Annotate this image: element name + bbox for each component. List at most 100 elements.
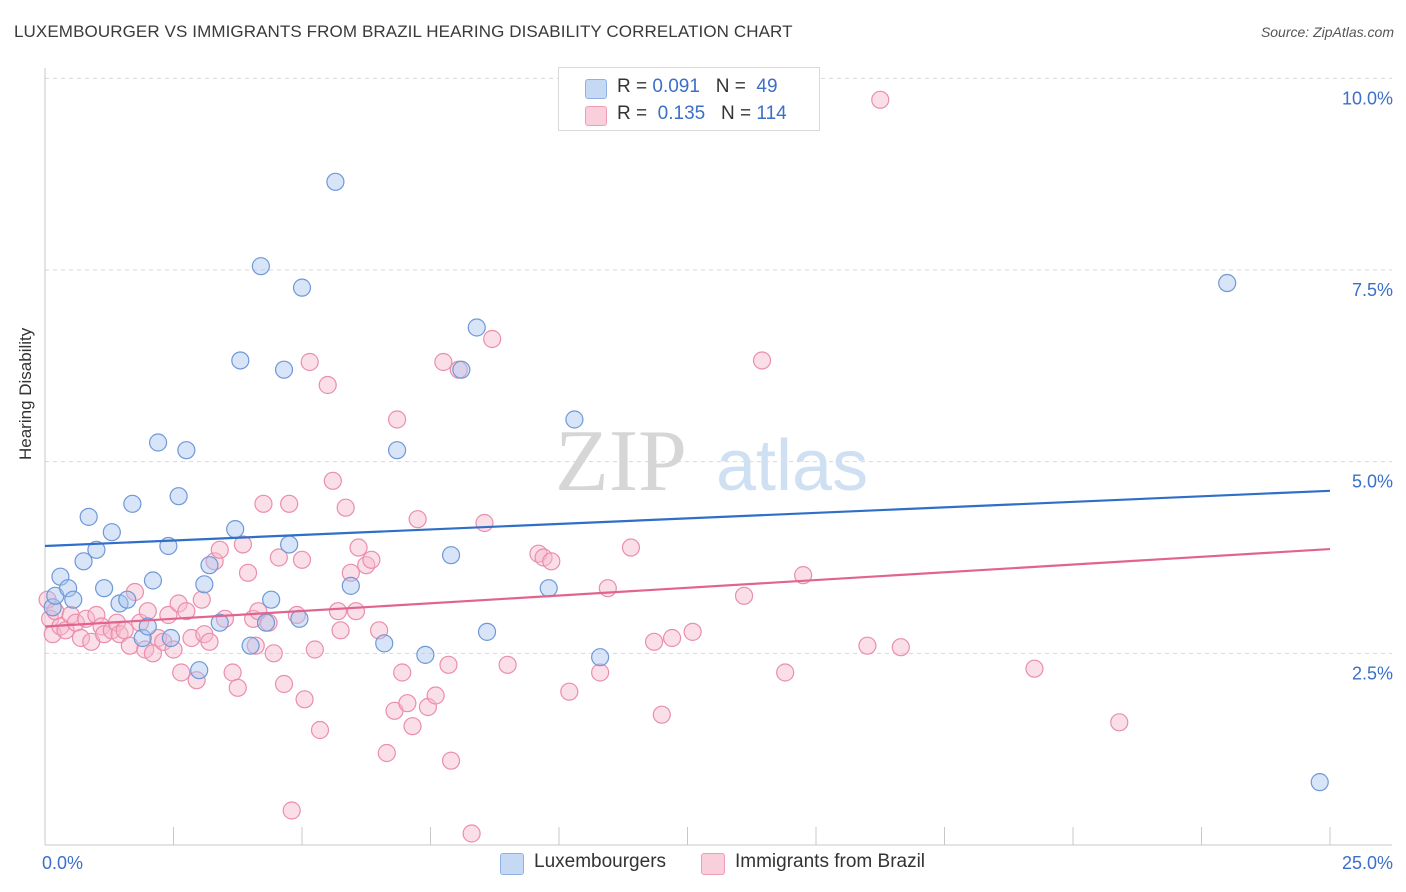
luxembourger-point xyxy=(210,613,229,632)
luxembourger-point xyxy=(341,576,360,595)
luxembourger-point xyxy=(467,318,486,337)
tick-labels: 2.5% 5.0% 7.5% 10.0% 0.0% 25.0% xyxy=(42,88,1393,873)
luxembourger-point xyxy=(387,441,407,460)
luxembourger-point xyxy=(177,441,196,460)
legend-n-label: N = xyxy=(715,76,752,97)
brazil-point xyxy=(172,663,191,682)
bottom-legend-label: Luxembourgers xyxy=(534,851,667,872)
legend-r-value: 0.091 xyxy=(652,76,700,97)
brazil-point xyxy=(246,636,265,655)
legend-r-label: R = xyxy=(617,103,653,124)
legend-n-label: N = xyxy=(721,103,757,124)
brazil-point xyxy=(164,640,183,659)
brazil-point xyxy=(393,663,412,682)
legend-swatch-brazil xyxy=(585,106,607,126)
luxembourger-point xyxy=(59,579,78,598)
y-tick-label: 10.0% xyxy=(1342,88,1393,108)
brazil-point xyxy=(591,663,610,682)
luxembourger-point xyxy=(565,410,584,429)
brazil-point xyxy=(328,602,348,621)
brazil-point xyxy=(264,644,283,663)
luxembourger-point xyxy=(95,579,114,598)
luxembourger-point xyxy=(375,634,394,653)
brazil-point xyxy=(200,632,219,651)
brazil-point xyxy=(305,640,324,659)
brazil-point xyxy=(644,632,664,651)
brazil-point xyxy=(483,329,502,349)
luxembourger-point xyxy=(143,571,163,590)
brazil-point xyxy=(377,743,396,763)
luxembourger-point xyxy=(87,540,106,559)
y-axis-label: Hearing Disability xyxy=(16,327,35,460)
y-tick-label: 2.5% xyxy=(1352,663,1393,683)
luxembourger-point xyxy=(280,535,299,554)
legend-r-label: R = xyxy=(617,76,653,97)
series-luxembourger-points xyxy=(43,172,1329,792)
legend-swatch-luxembourgers xyxy=(585,79,607,99)
luxembourger-point xyxy=(292,278,312,297)
brazil-point xyxy=(292,550,312,569)
brazil-point xyxy=(498,655,517,674)
brazil-point xyxy=(776,663,795,682)
brazil-point xyxy=(341,563,360,582)
brazil-point xyxy=(233,535,252,554)
legend-n-value: 114 xyxy=(756,103,787,124)
brazil-trend-line xyxy=(44,547,1331,628)
brazil-point xyxy=(871,90,890,109)
brazil-point xyxy=(598,579,617,598)
brazil-point xyxy=(387,410,407,429)
brazil-point xyxy=(192,590,211,609)
luxembourger-point xyxy=(123,494,142,513)
luxembourger-trend-line xyxy=(44,489,1331,548)
brazil-point xyxy=(439,655,458,674)
brazil-point xyxy=(138,602,157,621)
luxembourger-point xyxy=(138,617,157,636)
brazil-point xyxy=(891,638,910,657)
luxembourger-point xyxy=(102,523,121,542)
y-tick-label: 5.0% xyxy=(1352,472,1393,492)
luxembourger-point xyxy=(169,487,188,506)
legend-r-value: 0.135 xyxy=(657,103,706,124)
brazil-point xyxy=(408,510,427,529)
luxembourger-point xyxy=(251,257,270,276)
brazil-point xyxy=(115,621,134,640)
brazil-point xyxy=(274,674,294,694)
bottom-legend-swatch-brazil xyxy=(701,853,725,875)
brazil-point xyxy=(858,636,877,655)
luxembourger-point xyxy=(274,360,294,379)
legend: R = 0.091 N = 49 R = 0.135 N = 114 xyxy=(558,67,820,131)
brazil-point xyxy=(426,686,445,705)
legend-n-value: 49 xyxy=(756,76,778,97)
brazil-point xyxy=(398,694,417,713)
brazil-point xyxy=(434,352,453,372)
y-tick-label: 7.5% xyxy=(1352,280,1393,300)
luxembourger-point xyxy=(64,590,83,609)
luxembourger-point xyxy=(241,636,260,655)
brazil-point xyxy=(71,628,91,648)
brazil-point xyxy=(1110,713,1129,732)
brazil-point xyxy=(336,498,355,517)
brazil-point xyxy=(310,720,330,740)
luxembourger-point xyxy=(1218,273,1237,293)
luxembourger-point xyxy=(539,579,558,598)
brazil-point xyxy=(300,352,319,372)
brazil-point xyxy=(462,824,481,843)
brazil-point xyxy=(346,602,366,621)
brazil-point xyxy=(169,594,188,613)
luxembourger-point xyxy=(1310,773,1329,792)
luxembourger-point xyxy=(190,661,209,680)
luxembourger-point xyxy=(231,351,250,370)
brazil-point xyxy=(318,375,337,395)
luxembourger-point xyxy=(133,628,152,648)
bottom-legend-swatch-luxembourgers xyxy=(500,853,524,875)
brazil-point xyxy=(295,690,314,709)
brazil-point xyxy=(621,538,641,557)
x-tick-label: 0.0% xyxy=(42,853,83,873)
brazil-point xyxy=(349,538,368,557)
brazil-point xyxy=(542,552,561,571)
brazil-point xyxy=(362,550,381,569)
brazil-point xyxy=(331,621,350,640)
brazil-point xyxy=(475,513,494,533)
luxembourger-point xyxy=(43,598,62,617)
